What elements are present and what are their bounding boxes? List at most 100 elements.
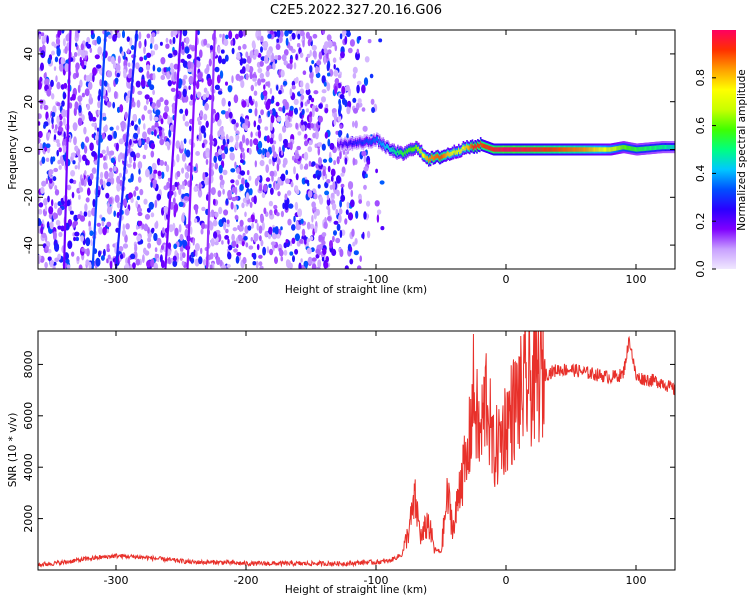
spectrogram-cell	[291, 224, 296, 231]
spectrogram-cell	[85, 75, 91, 82]
spectrogram-cell	[117, 32, 121, 39]
spectrogram-cell	[133, 231, 138, 236]
spectrogram-cell	[304, 140, 309, 147]
spectrogram-cell	[54, 185, 58, 191]
spectrogram-cell	[240, 79, 245, 89]
spectrogram-cell	[304, 239, 307, 245]
spectrogram-streak	[114, 30, 138, 269]
spectrogram-cell	[338, 110, 341, 117]
spectrogram-cell	[235, 167, 240, 174]
spectrogram-cell	[70, 170, 76, 177]
spectrogram-cell	[113, 210, 116, 217]
spectrogram-cell	[273, 140, 277, 145]
spectrogram-cell	[172, 36, 176, 45]
spectrogram-cell	[289, 251, 294, 256]
spectrogram-cell	[311, 201, 316, 208]
spectrogram-track-cell	[521, 147, 524, 152]
spectrogram-track-cell	[388, 145, 390, 150]
spectrogram-cell	[184, 228, 189, 238]
spectrogram-track-cell	[343, 142, 345, 147]
spectrogram-track-cell	[416, 145, 418, 150]
spectrogram-cell	[94, 39, 97, 46]
spectrogram-cell	[191, 46, 195, 52]
spectrogram-cell	[330, 168, 336, 177]
spectrogram-cell	[193, 166, 197, 172]
colorbar-tick-label: 0.6	[694, 117, 707, 135]
spectrogram-track-cell	[428, 156, 431, 162]
spectrogram-track-cell	[467, 145, 469, 150]
spectrogram-cell	[134, 186, 139, 191]
spectrogram-cell	[62, 145, 66, 154]
spectrogram-cell	[336, 189, 340, 197]
spectrogram-track-cell	[531, 147, 534, 152]
spectrogram-cell	[152, 89, 156, 96]
spectrogram-track-cell	[661, 144, 664, 150]
spectrogram-track-cell	[643, 146, 646, 151]
spectrogram-cell	[352, 241, 356, 247]
spectrogram-cell	[234, 33, 239, 40]
spectrogram-track-cell	[570, 147, 573, 152]
spectrogram-track-cell	[574, 147, 577, 152]
spectrogram-cell	[304, 179, 310, 184]
spectrogram-cell	[257, 129, 262, 139]
spectrogram-cell	[77, 161, 81, 170]
spectrogram-cell	[269, 121, 273, 131]
spectrogram-cell	[219, 174, 223, 181]
spectrogram-track-cell	[507, 147, 509, 152]
spectrogram-cell	[253, 90, 258, 96]
spectrogram-cell	[249, 71, 253, 80]
spectrogram-cell	[149, 43, 153, 50]
spectrogram-cell	[265, 81, 270, 87]
spectrogram-cell	[83, 126, 87, 135]
spectrogram-cell	[333, 111, 338, 121]
spectrogram-cell	[134, 244, 138, 253]
spectrogram-cell	[283, 60, 288, 66]
spectrogram-track-cell	[544, 147, 547, 152]
spectrogram-cell	[72, 221, 76, 229]
spectrogram-cell	[140, 78, 146, 88]
spectrogram-cell	[311, 263, 317, 269]
spectrogram-cell	[239, 225, 244, 232]
spectrogram-cell	[159, 138, 165, 146]
spectrogram-track-cell	[438, 156, 441, 161]
spectrogram-cell	[181, 213, 185, 223]
spectrogram-cell	[89, 230, 94, 236]
spectrogram-cell	[101, 132, 106, 140]
spectrogram-cell	[181, 167, 185, 174]
spectrogram-cell	[294, 153, 300, 160]
spectrogram-track-cell	[408, 148, 411, 153]
spectrogram-cell	[113, 130, 117, 139]
spectrogram-cell	[98, 250, 101, 258]
spectrogram-cell	[206, 177, 210, 185]
spectrogram-track-cell	[518, 147, 520, 152]
spectrogram-cell	[230, 201, 234, 210]
spectrogram-cell	[285, 259, 290, 267]
spectrogram-cell	[282, 125, 287, 133]
spectrogram-cell	[81, 92, 85, 98]
spectrogram-track-cell	[464, 145, 466, 151]
spectrogram-track-cell	[625, 145, 628, 150]
spectrogram-cell	[269, 30, 274, 35]
spectrogram-cell	[169, 62, 174, 70]
snr-x-label: Height of straight line (km)	[285, 584, 427, 596]
spectrogram-cell	[205, 194, 209, 201]
spectrogram-cell	[84, 248, 88, 254]
spectrogram-cell	[56, 115, 60, 124]
spectrogram-cell	[187, 60, 192, 70]
spectrogram-track-cell	[583, 147, 586, 152]
spectrogram-track-cell	[624, 145, 627, 150]
spectrogram-cell	[217, 90, 223, 95]
spectrogram-track-cell	[499, 147, 501, 152]
spectrogram-cell	[162, 112, 168, 120]
spectrogram-cell	[242, 152, 246, 161]
spectrogram-cell	[255, 260, 259, 269]
spectrogram-cell	[291, 155, 295, 161]
spectrogram-cell	[260, 239, 264, 247]
spectrogram-cell	[199, 49, 203, 58]
spectrogram-cell	[123, 69, 127, 76]
y-tick-label: 20	[22, 95, 35, 109]
spectrogram-cell	[329, 240, 333, 249]
spectrogram-track-cell	[367, 138, 369, 144]
spectrogram-cell	[152, 64, 156, 72]
spectrogram-cell	[301, 177, 306, 185]
